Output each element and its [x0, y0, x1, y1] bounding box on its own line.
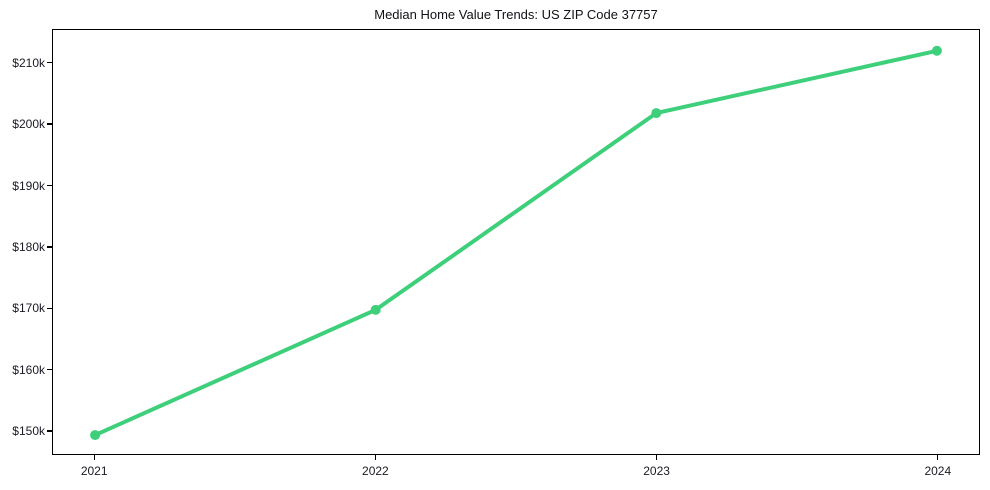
- y-tick-mark: [47, 369, 52, 371]
- y-tick-mark: [47, 430, 52, 432]
- chart-title: Median Home Value Trends: US ZIP Code 37…: [374, 7, 658, 22]
- x-tick-label: 2022: [362, 464, 389, 478]
- y-tick-label: $170k: [12, 301, 45, 316]
- y-tick-mark: [47, 123, 52, 125]
- data-point-2023: [651, 108, 662, 119]
- x-tick-mark: [937, 455, 939, 460]
- data-point-2022: [370, 304, 381, 315]
- y-tick-mark: [47, 307, 52, 309]
- y-tick-label: $200k: [12, 117, 45, 132]
- x-tick-mark: [374, 455, 377, 460]
- data-point-2021: [90, 430, 101, 441]
- x-tick-label: 2021: [80, 464, 108, 478]
- line-chart-svg: [90, 45, 942, 441]
- x-tick-label: 2024: [924, 464, 952, 478]
- y-tick-label: $210k: [12, 55, 45, 70]
- y-tick-label: $180k: [12, 239, 45, 254]
- y-tick-mark: [47, 62, 52, 64]
- y-tick-mark: [47, 246, 52, 248]
- y-tick-label: $160k: [12, 362, 45, 377]
- y-tick-label: $190k: [12, 178, 45, 193]
- y-tick-label: $150k: [12, 424, 45, 439]
- series-line: [93, 48, 939, 438]
- x-tick-mark: [655, 455, 658, 460]
- data-point-2024: [931, 45, 942, 56]
- plot-area: [52, 29, 980, 455]
- x-tick-mark: [93, 455, 95, 460]
- y-tick-mark: [47, 184, 52, 187]
- x-tick-label: 2023: [643, 464, 670, 478]
